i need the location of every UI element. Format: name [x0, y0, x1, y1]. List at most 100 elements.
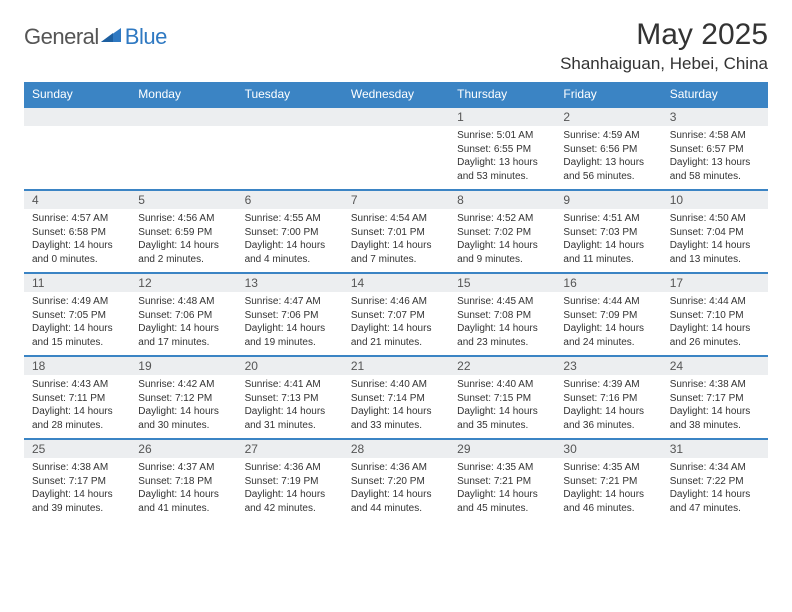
day-number: 4	[24, 191, 130, 209]
dl1-text: Daylight: 14 hours	[351, 239, 445, 253]
sunset-text: Sunset: 7:01 PM	[351, 226, 445, 240]
dl1-text: Daylight: 14 hours	[351, 322, 445, 336]
day-cell: Sunrise: 4:38 AMSunset: 7:17 PMDaylight:…	[662, 375, 768, 438]
dl1-text: Daylight: 14 hours	[245, 488, 339, 502]
dl2-text: and 2 minutes.	[138, 253, 232, 267]
day-cell: Sunrise: 4:47 AMSunset: 7:06 PMDaylight:…	[237, 292, 343, 355]
daynum-strip: 45678910	[24, 189, 768, 209]
day-cell: Sunrise: 4:40 AMSunset: 7:15 PMDaylight:…	[449, 375, 555, 438]
sunrise-text: Sunrise: 4:57 AM	[32, 212, 126, 226]
day-cell: Sunrise: 4:56 AMSunset: 6:59 PMDaylight:…	[130, 209, 236, 272]
day-number: 22	[449, 357, 555, 375]
sunrise-text: Sunrise: 4:38 AM	[670, 378, 764, 392]
day-number	[343, 108, 449, 126]
sunrise-text: Sunrise: 4:52 AM	[457, 212, 551, 226]
sunrise-text: Sunrise: 4:45 AM	[457, 295, 551, 309]
day-number	[24, 108, 130, 126]
day-cell: Sunrise: 4:57 AMSunset: 6:58 PMDaylight:…	[24, 209, 130, 272]
day-cell: Sunrise: 4:40 AMSunset: 7:14 PMDaylight:…	[343, 375, 449, 438]
day-cell: Sunrise: 5:01 AMSunset: 6:55 PMDaylight:…	[449, 126, 555, 189]
header: General Blue May 2025 Shanhaiguan, Hebei…	[24, 18, 768, 74]
dl2-text: and 7 minutes.	[351, 253, 445, 267]
sunset-text: Sunset: 7:21 PM	[457, 475, 551, 489]
weeks-container: 123Sunrise: 5:01 AMSunset: 6:55 PMDaylig…	[24, 106, 768, 521]
dl1-text: Daylight: 14 hours	[138, 239, 232, 253]
sunset-text: Sunset: 7:16 PM	[563, 392, 657, 406]
day-number: 6	[237, 191, 343, 209]
weekday-label: Tuesday	[237, 82, 343, 106]
sunrise-text: Sunrise: 4:36 AM	[351, 461, 445, 475]
day-cell: Sunrise: 4:35 AMSunset: 7:21 PMDaylight:…	[449, 458, 555, 521]
dl2-text: and 17 minutes.	[138, 336, 232, 350]
dl2-text: and 26 minutes.	[670, 336, 764, 350]
day-cell: Sunrise: 4:44 AMSunset: 7:09 PMDaylight:…	[555, 292, 661, 355]
dl1-text: Daylight: 14 hours	[245, 405, 339, 419]
sunrise-text: Sunrise: 4:42 AM	[138, 378, 232, 392]
day-cell: Sunrise: 4:36 AMSunset: 7:20 PMDaylight:…	[343, 458, 449, 521]
dl2-text: and 31 minutes.	[245, 419, 339, 433]
dl1-text: Daylight: 14 hours	[138, 488, 232, 502]
sunrise-text: Sunrise: 4:55 AM	[245, 212, 339, 226]
dl2-text: and 45 minutes.	[457, 502, 551, 516]
sunrise-text: Sunrise: 4:59 AM	[563, 129, 657, 143]
day-cell: Sunrise: 4:37 AMSunset: 7:18 PMDaylight:…	[130, 458, 236, 521]
dl2-text: and 56 minutes.	[563, 170, 657, 184]
day-cell: Sunrise: 4:36 AMSunset: 7:19 PMDaylight:…	[237, 458, 343, 521]
logo-text-general: General	[24, 24, 99, 50]
dl2-text: and 33 minutes.	[351, 419, 445, 433]
dl2-text: and 47 minutes.	[670, 502, 764, 516]
dl2-text: and 44 minutes.	[351, 502, 445, 516]
sunrise-text: Sunrise: 4:40 AM	[351, 378, 445, 392]
dl2-text: and 41 minutes.	[138, 502, 232, 516]
day-cell: Sunrise: 4:54 AMSunset: 7:01 PMDaylight:…	[343, 209, 449, 272]
day-number: 7	[343, 191, 449, 209]
day-number: 15	[449, 274, 555, 292]
day-cell: Sunrise: 4:38 AMSunset: 7:17 PMDaylight:…	[24, 458, 130, 521]
sunset-text: Sunset: 6:55 PM	[457, 143, 551, 157]
daynum-strip: 123	[24, 106, 768, 126]
dl2-text: and 15 minutes.	[32, 336, 126, 350]
dl2-text: and 42 minutes.	[245, 502, 339, 516]
dl1-text: Daylight: 14 hours	[563, 405, 657, 419]
day-cell: Sunrise: 4:50 AMSunset: 7:04 PMDaylight:…	[662, 209, 768, 272]
week-data-row: Sunrise: 4:38 AMSunset: 7:17 PM Daylight:…	[24, 458, 768, 521]
dl1-text: Daylight: 14 hours	[32, 405, 126, 419]
sunrise-text: Sunrise: 4:44 AM	[563, 295, 657, 309]
sunset-text: Sunset: 7:17 PM	[32, 475, 126, 489]
dl2-text: and 28 minutes.	[32, 419, 126, 433]
dl2-text: and 58 minutes.	[670, 170, 764, 184]
day-number: 26	[130, 440, 236, 458]
day-cell: Sunrise: 4:35 AMSunset: 7:21 PMDaylight:…	[555, 458, 661, 521]
dl1-text: Daylight: 13 hours	[670, 156, 764, 170]
dl2-text: and 13 minutes.	[670, 253, 764, 267]
dl2-text: and 36 minutes.	[563, 419, 657, 433]
day-number: 1	[449, 108, 555, 126]
day-number: 16	[555, 274, 661, 292]
sunrise-text: Sunrise: 4:48 AM	[138, 295, 232, 309]
day-cell: Sunrise: 4:48 AMSunset: 7:06 PMDaylight:…	[130, 292, 236, 355]
day-cell: Sunrise: 4:45 AMSunset: 7:08 PMDaylight:…	[449, 292, 555, 355]
dl1-text: Daylight: 13 hours	[457, 156, 551, 170]
sunrise-text: Sunrise: 4:37 AM	[138, 461, 232, 475]
day-number: 27	[237, 440, 343, 458]
dl1-text: Daylight: 13 hours	[563, 156, 657, 170]
sunrise-text: Sunrise: 4:47 AM	[245, 295, 339, 309]
day-cell: Sunrise: 4:55 AMSunset: 7:00 PMDaylight:…	[237, 209, 343, 272]
day-cell: Sunrise: 4:59 AMSunset: 6:56 PMDaylight:…	[555, 126, 661, 189]
day-number	[130, 108, 236, 126]
day-number: 20	[237, 357, 343, 375]
dl1-text: Daylight: 14 hours	[457, 405, 551, 419]
day-number: 29	[449, 440, 555, 458]
sunrise-text: Sunrise: 5:01 AM	[457, 129, 551, 143]
sunset-text: Sunset: 7:02 PM	[457, 226, 551, 240]
sunrise-text: Sunrise: 4:38 AM	[32, 461, 126, 475]
day-number: 24	[662, 357, 768, 375]
weekday-label: Wednesday	[343, 82, 449, 106]
day-cell	[237, 126, 343, 189]
dl2-text: and 4 minutes.	[245, 253, 339, 267]
sunset-text: Sunset: 7:17 PM	[670, 392, 764, 406]
daynum-strip: 11121314151617	[24, 272, 768, 292]
day-number: 31	[662, 440, 768, 458]
sunset-text: Sunset: 7:06 PM	[138, 309, 232, 323]
sunset-text: Sunset: 7:13 PM	[245, 392, 339, 406]
